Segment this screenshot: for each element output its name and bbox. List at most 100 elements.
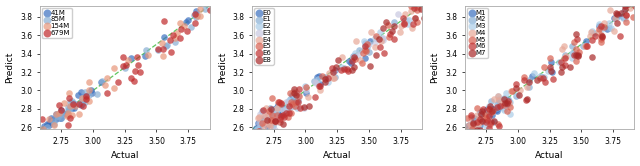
- E0: [268, 109, 278, 111]
- 85M: [80, 90, 90, 93]
- 154M: [49, 123, 60, 126]
- M4: [493, 98, 504, 101]
- E4: [337, 55, 348, 58]
- E1: [360, 41, 371, 44]
- 154M: [70, 105, 81, 108]
- M1: [469, 117, 479, 120]
- M1: [602, 28, 612, 31]
- E6: [281, 112, 291, 115]
- E0: [271, 106, 282, 109]
- E0: [269, 107, 279, 110]
- E5: [412, 6, 422, 8]
- M6: [596, 36, 607, 39]
- 154M: [157, 55, 168, 58]
- 85M: [191, 15, 202, 18]
- E6: [375, 46, 385, 48]
- M2: [474, 124, 484, 127]
- M6: [492, 105, 502, 108]
- Y-axis label: Predict: Predict: [6, 52, 15, 83]
- M7: [596, 34, 607, 37]
- 41M: [80, 98, 90, 100]
- M2: [495, 106, 506, 109]
- M6: [475, 118, 485, 121]
- 85M: [200, 8, 210, 10]
- 679M: [190, 13, 200, 16]
- M7: [472, 129, 482, 132]
- M1: [486, 107, 497, 110]
- E8: [349, 66, 360, 69]
- E3: [378, 39, 388, 41]
- E6: [389, 38, 399, 41]
- E1: [291, 102, 301, 104]
- M7: [612, 12, 622, 15]
- E4: [395, 31, 405, 33]
- E8: [417, 8, 427, 11]
- E5: [285, 101, 296, 103]
- E3: [293, 94, 303, 97]
- 679M: [67, 103, 77, 106]
- 679M: [118, 55, 129, 58]
- M5: [628, 16, 639, 19]
- E3: [269, 116, 279, 119]
- E1: [388, 21, 399, 24]
- E1: [257, 110, 268, 112]
- E8: [387, 30, 397, 33]
- E1: [399, 20, 410, 23]
- 85M: [42, 126, 52, 129]
- M4: [474, 117, 484, 120]
- 41M: [45, 117, 56, 120]
- M4: [489, 97, 499, 100]
- 679M: [135, 71, 145, 73]
- M6: [511, 83, 521, 85]
- E1: [274, 104, 284, 106]
- 85M: [52, 115, 62, 118]
- E1: [360, 44, 370, 47]
- 679M: [158, 47, 168, 50]
- E0: [344, 60, 354, 63]
- M3: [473, 124, 483, 127]
- E3: [399, 21, 410, 24]
- E8: [381, 21, 391, 24]
- E6: [339, 67, 349, 70]
- M3: [594, 23, 604, 26]
- M3: [469, 123, 479, 125]
- E6: [293, 100, 303, 103]
- M3: [567, 56, 577, 59]
- M5: [502, 110, 512, 112]
- E3: [257, 130, 268, 133]
- M2: [596, 25, 607, 28]
- M1: [463, 124, 474, 127]
- 41M: [38, 125, 49, 127]
- E5: [300, 86, 310, 89]
- E0: [253, 122, 264, 124]
- M3: [500, 102, 511, 105]
- E2: [283, 100, 293, 102]
- 679M: [118, 65, 128, 67]
- E8: [374, 38, 384, 41]
- M1: [581, 40, 591, 42]
- M6: [486, 121, 496, 124]
- X-axis label: Actual: Actual: [323, 151, 351, 161]
- 41M: [37, 129, 47, 132]
- M1: [482, 119, 492, 121]
- E2: [269, 112, 280, 115]
- M6: [495, 105, 506, 107]
- 85M: [37, 130, 47, 133]
- M3: [475, 111, 485, 113]
- M7: [488, 120, 499, 122]
- M2: [560, 54, 570, 56]
- E2: [257, 121, 268, 124]
- M4: [468, 135, 478, 138]
- E3: [412, 6, 422, 8]
- 679M: [129, 80, 139, 82]
- E6: [258, 109, 268, 112]
- E8: [257, 133, 267, 136]
- M6: [582, 45, 592, 47]
- M4: [473, 122, 483, 125]
- M1: [475, 112, 485, 114]
- E5: [266, 119, 276, 121]
- 41M: [51, 113, 61, 115]
- 679M: [166, 50, 176, 53]
- M2: [524, 85, 534, 88]
- E1: [279, 108, 289, 111]
